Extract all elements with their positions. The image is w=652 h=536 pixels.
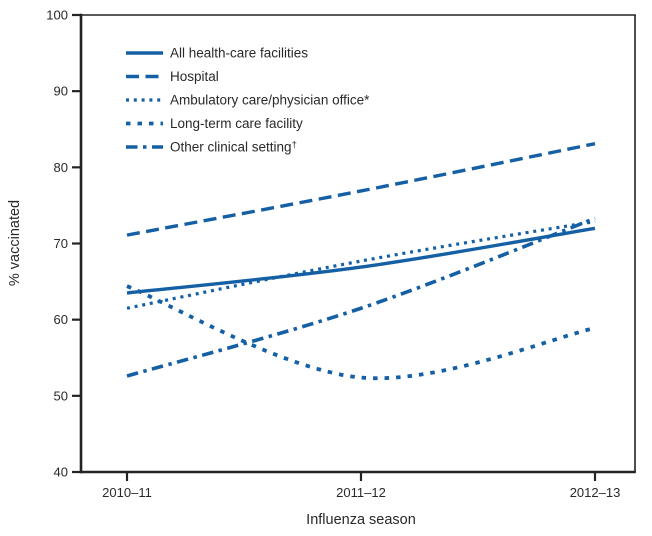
y-tick-label: 90	[54, 84, 68, 99]
y-tick-label: 70	[54, 236, 68, 251]
x-tick-label: 2012–13	[570, 485, 621, 500]
series-line-hospital	[126, 142, 596, 237]
series-line-all-health-care-facilities	[126, 226, 596, 295]
y-tick-label: 100	[46, 8, 68, 23]
axis-tick-labels: 40 50 60 70 80 90 100 2010–11 2011–12 2012–13	[46, 8, 620, 501]
legend-label: Other clinical setting†	[170, 140, 297, 155]
y-axis-title: % vaccinated	[7, 200, 23, 286]
legend-label: Long-term care facility	[170, 116, 303, 131]
y-tick-label: 60	[54, 312, 68, 327]
x-axis-title: Influenza season	[306, 512, 416, 528]
y-tick-label: 80	[54, 160, 68, 175]
legend-label: All health-care facilities	[170, 46, 308, 61]
legend-label: Ambulatory care/physician office*	[170, 93, 370, 108]
x-tick-label: 2011–12	[336, 485, 386, 500]
legend-label: Hospital	[170, 69, 219, 84]
chart-legend: All health-care facilities Hospital Ambula…	[126, 46, 370, 155]
series-line-other-clinical-setting	[126, 216, 596, 378]
axis-ticks	[72, 13, 597, 481]
series-lines	[126, 142, 596, 381]
y-tick-label: 50	[54, 388, 68, 403]
plot-border	[79, 13, 636, 474]
x-tick-label: 2010–11	[102, 485, 152, 500]
y-tick-label: 40	[54, 465, 68, 480]
series-line-long-term-care-facility	[126, 284, 596, 381]
series-line-ambulatory-care-physician-office	[126, 219, 596, 310]
